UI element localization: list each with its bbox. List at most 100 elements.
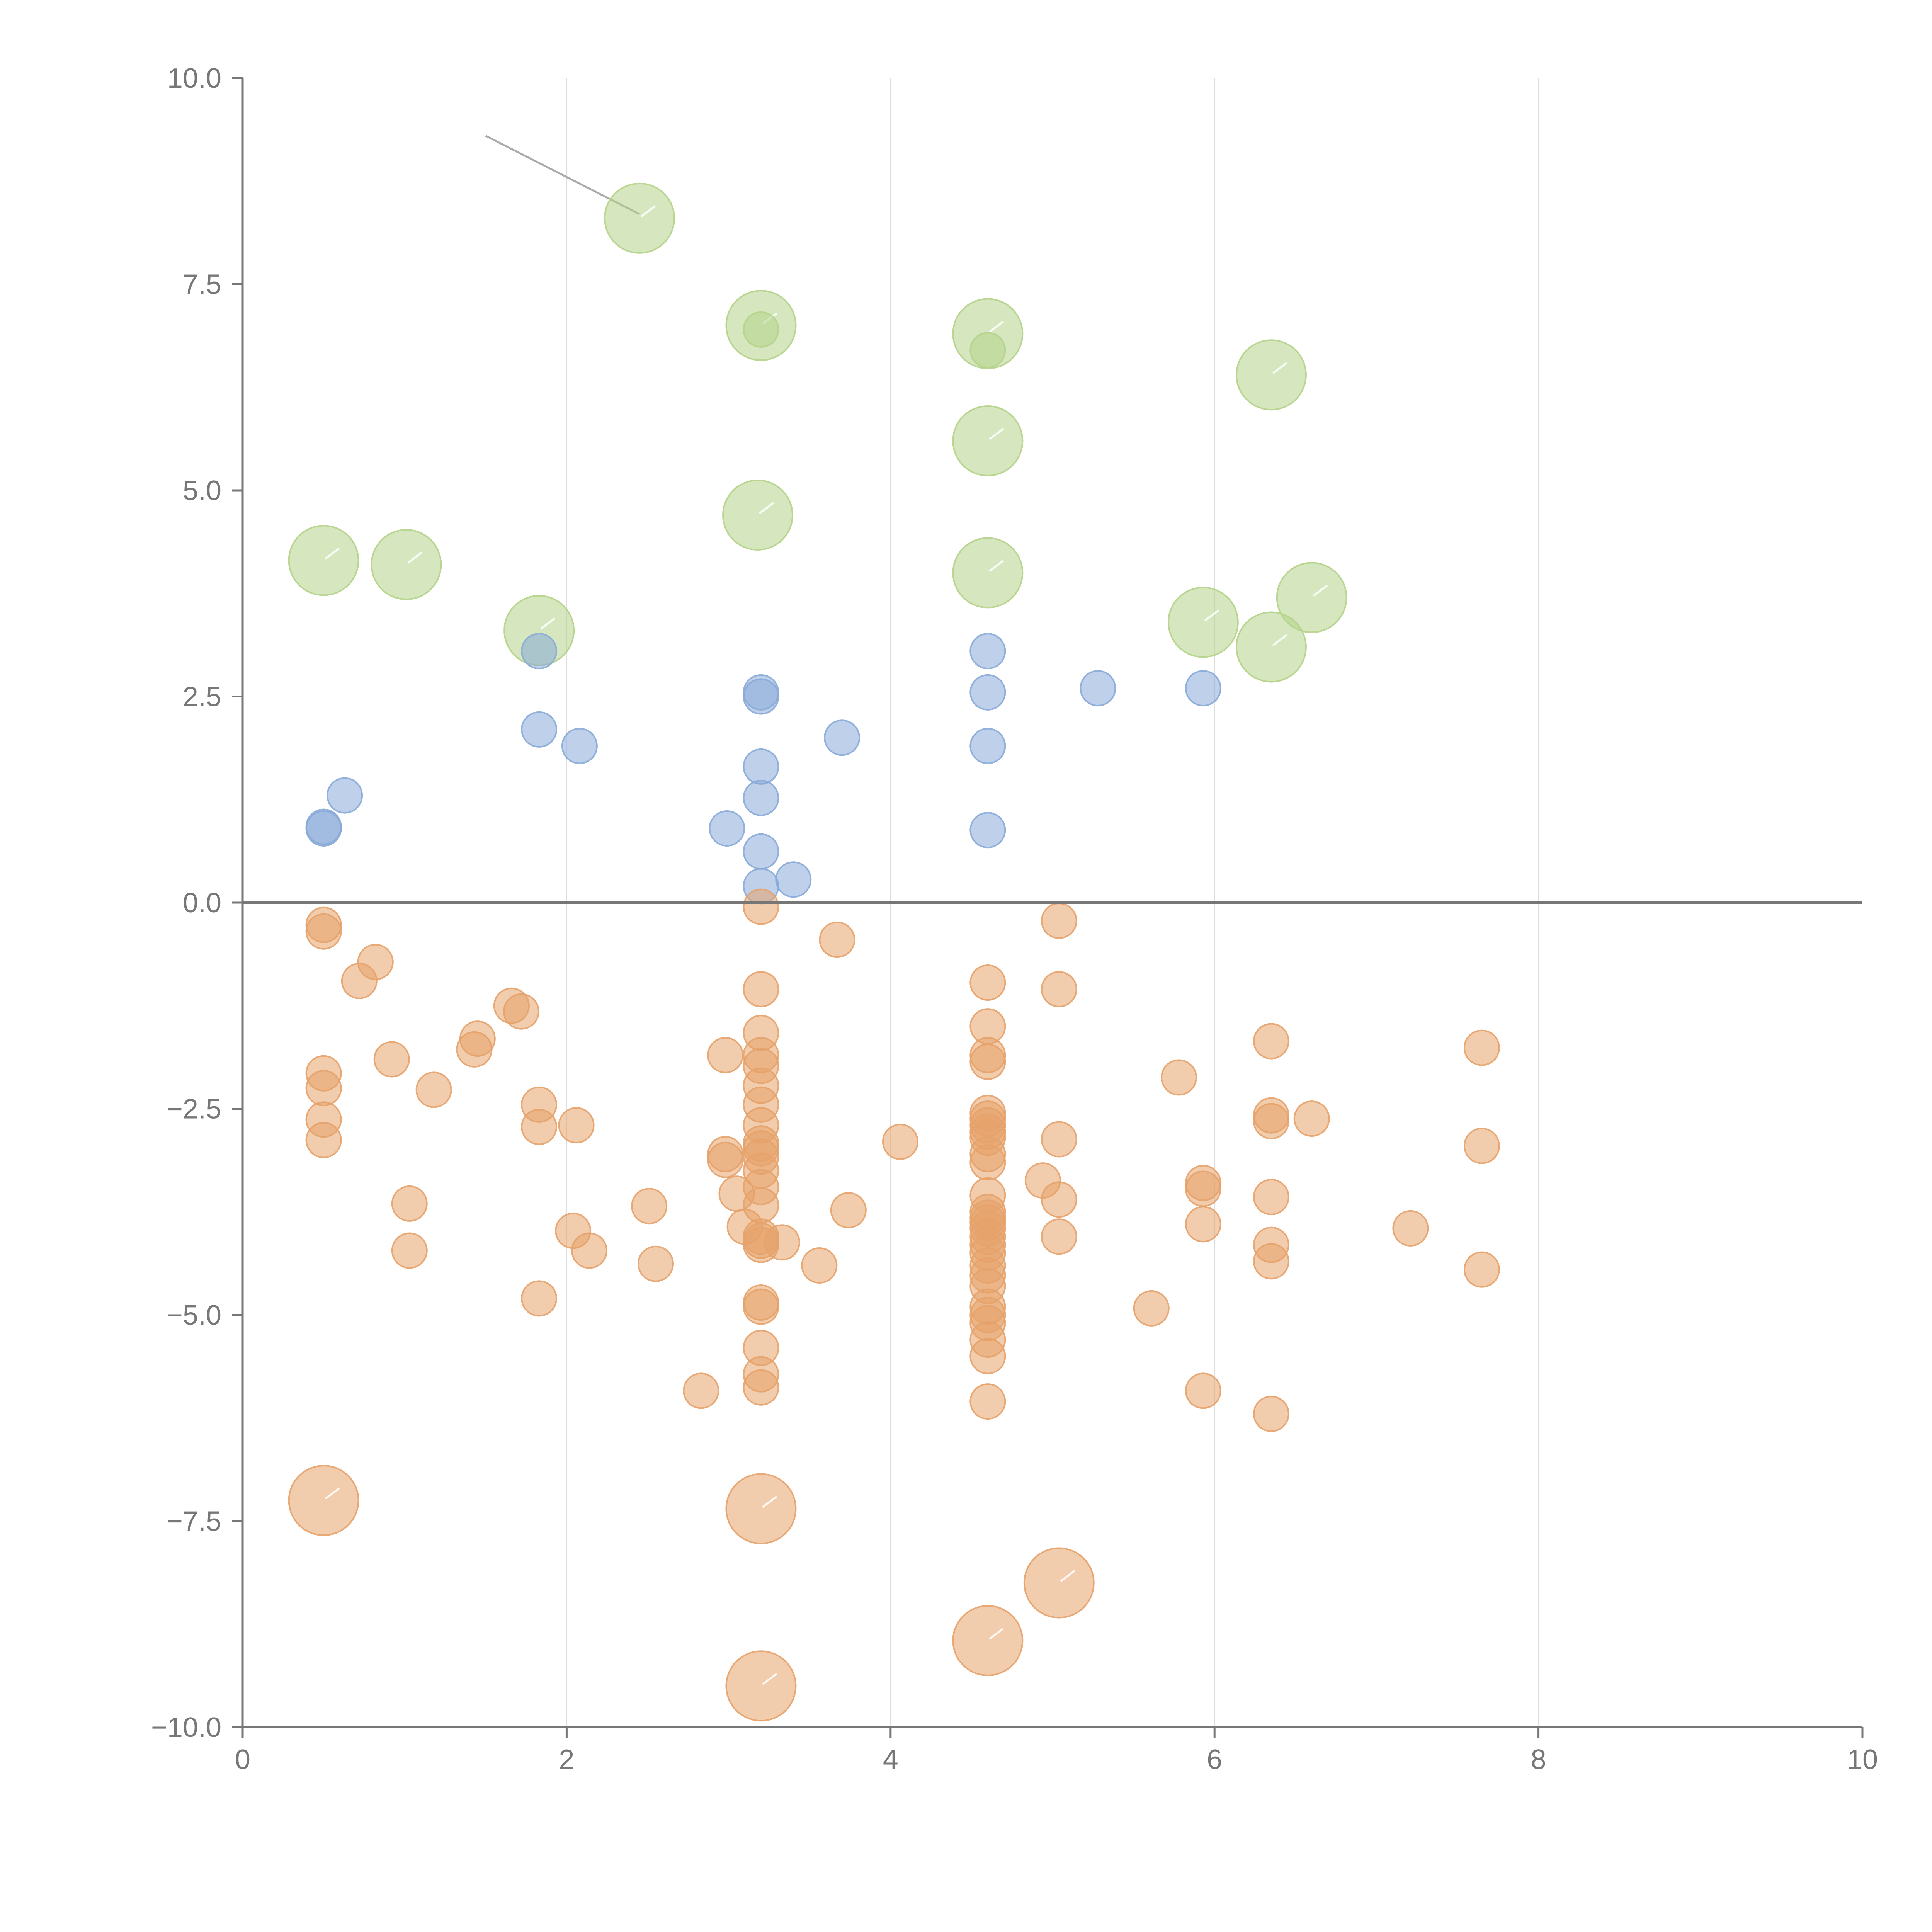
data-point-orange-3: [1041, 902, 1077, 939]
data-point-blue-6: [1185, 670, 1221, 707]
data-point-orange-43: [1041, 1121, 1077, 1158]
data-point-orange-111: [1023, 1547, 1095, 1619]
data-point-blue-16: [709, 810, 745, 847]
data-point-orange-84: [571, 1232, 608, 1269]
x-tick-label-1: 2: [559, 1744, 574, 1775]
data-point-green-3: [1235, 339, 1307, 411]
data-point-orange-105: [683, 1372, 719, 1409]
data-point-orange-64: [631, 1188, 668, 1225]
data-point-blue-19: [775, 861, 812, 898]
y-tick-label-6: 5.0: [183, 475, 221, 506]
data-point-orange-19: [707, 1037, 744, 1073]
data-point-green-13: [743, 311, 779, 348]
data-point-orange-7: [969, 964, 1006, 1001]
data-point-orange-6: [341, 963, 378, 999]
y-tick-label-1: −7.5: [167, 1506, 221, 1537]
data-point-orange-0: [743, 888, 779, 925]
data-point-orange-88: [801, 1247, 838, 1284]
data-point-blue-11: [743, 748, 779, 785]
data-point-orange-36: [1253, 1103, 1289, 1139]
data-point-orange-11: [503, 993, 540, 1030]
data-point-orange-93: [521, 1280, 558, 1317]
data-point-green-7: [371, 529, 442, 600]
data-point-orange-52: [707, 1141, 744, 1178]
data-point-marker-orange-112: [989, 1628, 1004, 1640]
data-point-blue-9: [824, 719, 861, 756]
data-point-orange-53: [969, 1144, 1006, 1181]
y-tick-label-3: −2.5: [167, 1094, 221, 1125]
data-point-orange-17: [1463, 1029, 1500, 1066]
data-point-orange-40: [558, 1107, 595, 1144]
data-point-orange-4: [819, 922, 855, 958]
data-point-orange-44: [305, 1122, 342, 1158]
data-point-green-12: [1235, 611, 1307, 683]
data-point-orange-39: [521, 1109, 558, 1145]
data-point-green-6: [288, 525, 359, 596]
data-point-orange-106: [1185, 1372, 1221, 1409]
data-point-orange-9: [1041, 971, 1077, 1008]
data-point-orange-61: [1253, 1179, 1289, 1215]
data-point-orange-71: [1392, 1210, 1429, 1247]
data-point-blue-15: [305, 808, 342, 845]
data-point-blue-0: [521, 633, 558, 670]
data-point-blue-10: [969, 728, 1006, 764]
data-point-orange-67: [830, 1192, 867, 1228]
data-point-green-4: [952, 405, 1024, 476]
y-tick-label-4: 0.0: [183, 888, 221, 918]
data-point-blue-5: [1080, 670, 1116, 707]
data-point-orange-57: [1185, 1170, 1221, 1207]
data-point-marker-green-9: [1313, 584, 1328, 597]
y-tick-label-2: −5.0: [167, 1300, 221, 1331]
y-tick-label-8: 10.0: [167, 63, 221, 94]
data-point-orange-90: [1463, 1251, 1500, 1288]
x-tick-label-5: 10: [1847, 1744, 1878, 1775]
data-point-green-5: [722, 480, 794, 551]
data-point-orange-102: [969, 1338, 1006, 1374]
data-point-orange-25: [1160, 1059, 1197, 1096]
data-point-orange-97: [1133, 1290, 1170, 1327]
data-point-blue-7: [521, 711, 558, 748]
data-point-orange-27: [305, 1070, 342, 1107]
data-point-orange-8: [743, 971, 779, 1008]
x-tick-label-2: 4: [883, 1744, 898, 1775]
data-point-orange-70: [1185, 1206, 1221, 1243]
data-point-blue-18: [743, 833, 779, 870]
data-point-marker-green-5: [759, 502, 774, 514]
data-point-marker-green-10: [1204, 609, 1219, 621]
data-point-marker-green-4: [989, 428, 1004, 440]
data-point-orange-113: [725, 1650, 797, 1722]
data-point-orange-86: [1253, 1243, 1289, 1280]
data-point-blue-1: [969, 633, 1006, 670]
data-point-marker-green-0: [641, 205, 656, 218]
data-point-orange-45: [882, 1123, 918, 1160]
data-point-blue-13: [743, 779, 779, 816]
data-point-orange-34: [1293, 1100, 1330, 1137]
data-point-green-8: [952, 537, 1024, 609]
data-point-orange-107: [969, 1383, 1006, 1420]
data-point-blue-3: [743, 678, 779, 715]
data-point-marker-green-2: [989, 321, 1004, 333]
data-point-blue-12: [327, 777, 363, 814]
data-point-orange-62: [1041, 1181, 1077, 1218]
data-point-orange-15: [456, 1031, 493, 1068]
data-point-marker-green-11: [540, 617, 556, 630]
x-tick-label-3: 6: [1207, 1744, 1222, 1775]
data-point-marker-green-12: [1272, 634, 1287, 646]
y-tick-label-7: 7.5: [183, 269, 221, 300]
data-point-green-14: [969, 332, 1006, 369]
data-point-orange-109: [288, 1465, 359, 1536]
data-point-marker-orange-110: [762, 1495, 777, 1508]
data-point-orange-108: [1253, 1396, 1289, 1432]
data-point-orange-112: [952, 1605, 1024, 1676]
data-point-orange-21: [969, 1043, 1006, 1080]
data-point-marker-orange-111: [1060, 1570, 1075, 1582]
data-point-orange-76: [1041, 1218, 1077, 1255]
data-point-marker-orange-109: [325, 1487, 340, 1500]
data-point-orange-63: [391, 1185, 428, 1222]
x-tick-label-0: 0: [235, 1744, 250, 1775]
data-point-green-0: [604, 182, 675, 254]
data-point-orange-2: [305, 913, 342, 950]
data-point-orange-110: [725, 1473, 797, 1544]
data-point-orange-95: [743, 1288, 779, 1325]
data-point-orange-87: [637, 1245, 674, 1282]
